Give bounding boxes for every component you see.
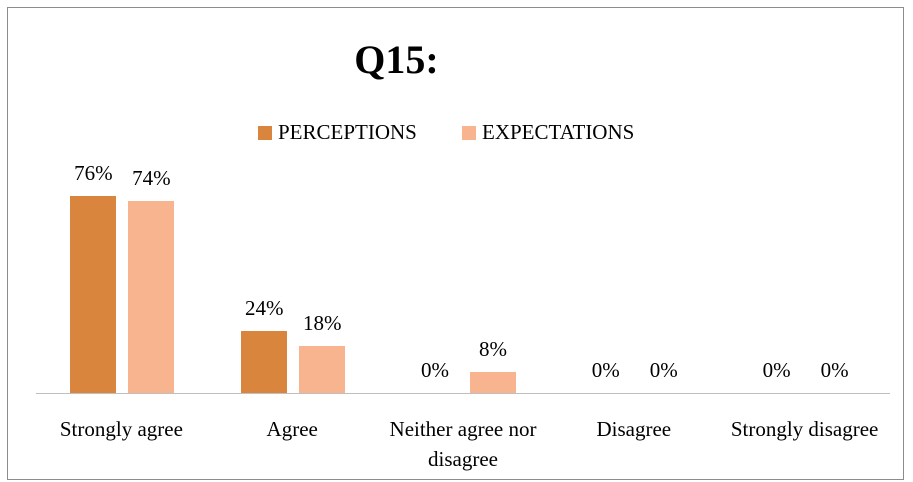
- value-label: 8%: [479, 337, 507, 362]
- x-tick-label: Strongly agree: [59, 417, 183, 441]
- value-label: 0%: [649, 358, 678, 382]
- bar: [299, 346, 346, 393]
- legend-label: PERCEPTIONS: [278, 120, 417, 144]
- value-label: 0%: [421, 358, 449, 382]
- bar: [241, 330, 288, 393]
- bar: [470, 372, 516, 393]
- x-tick-label: Strongly disagree: [730, 417, 879, 441]
- value-label: 74%: [132, 166, 171, 191]
- value-label: 24%: [244, 295, 284, 320]
- x-axis: [36, 393, 890, 394]
- chart-frame: [7, 7, 904, 480]
- bar: [128, 201, 175, 393]
- legend-swatch: [258, 126, 272, 140]
- chart-title: Q15:: [354, 37, 439, 82]
- x-tick-label: Agree: [266, 417, 318, 441]
- value-label: 0%: [591, 358, 620, 382]
- x-tick-label: Neither agree nor disagree: [389, 417, 537, 471]
- x-tick-label: Disagree: [596, 417, 672, 441]
- bar: [70, 196, 117, 393]
- legend-label: EXPECTATIONS: [482, 120, 635, 144]
- legend-swatch: [462, 126, 476, 140]
- value-label: 0%: [762, 358, 791, 382]
- value-label: 18%: [302, 311, 342, 336]
- value-label: 0%: [820, 358, 849, 382]
- value-label: 76%: [74, 161, 113, 186]
